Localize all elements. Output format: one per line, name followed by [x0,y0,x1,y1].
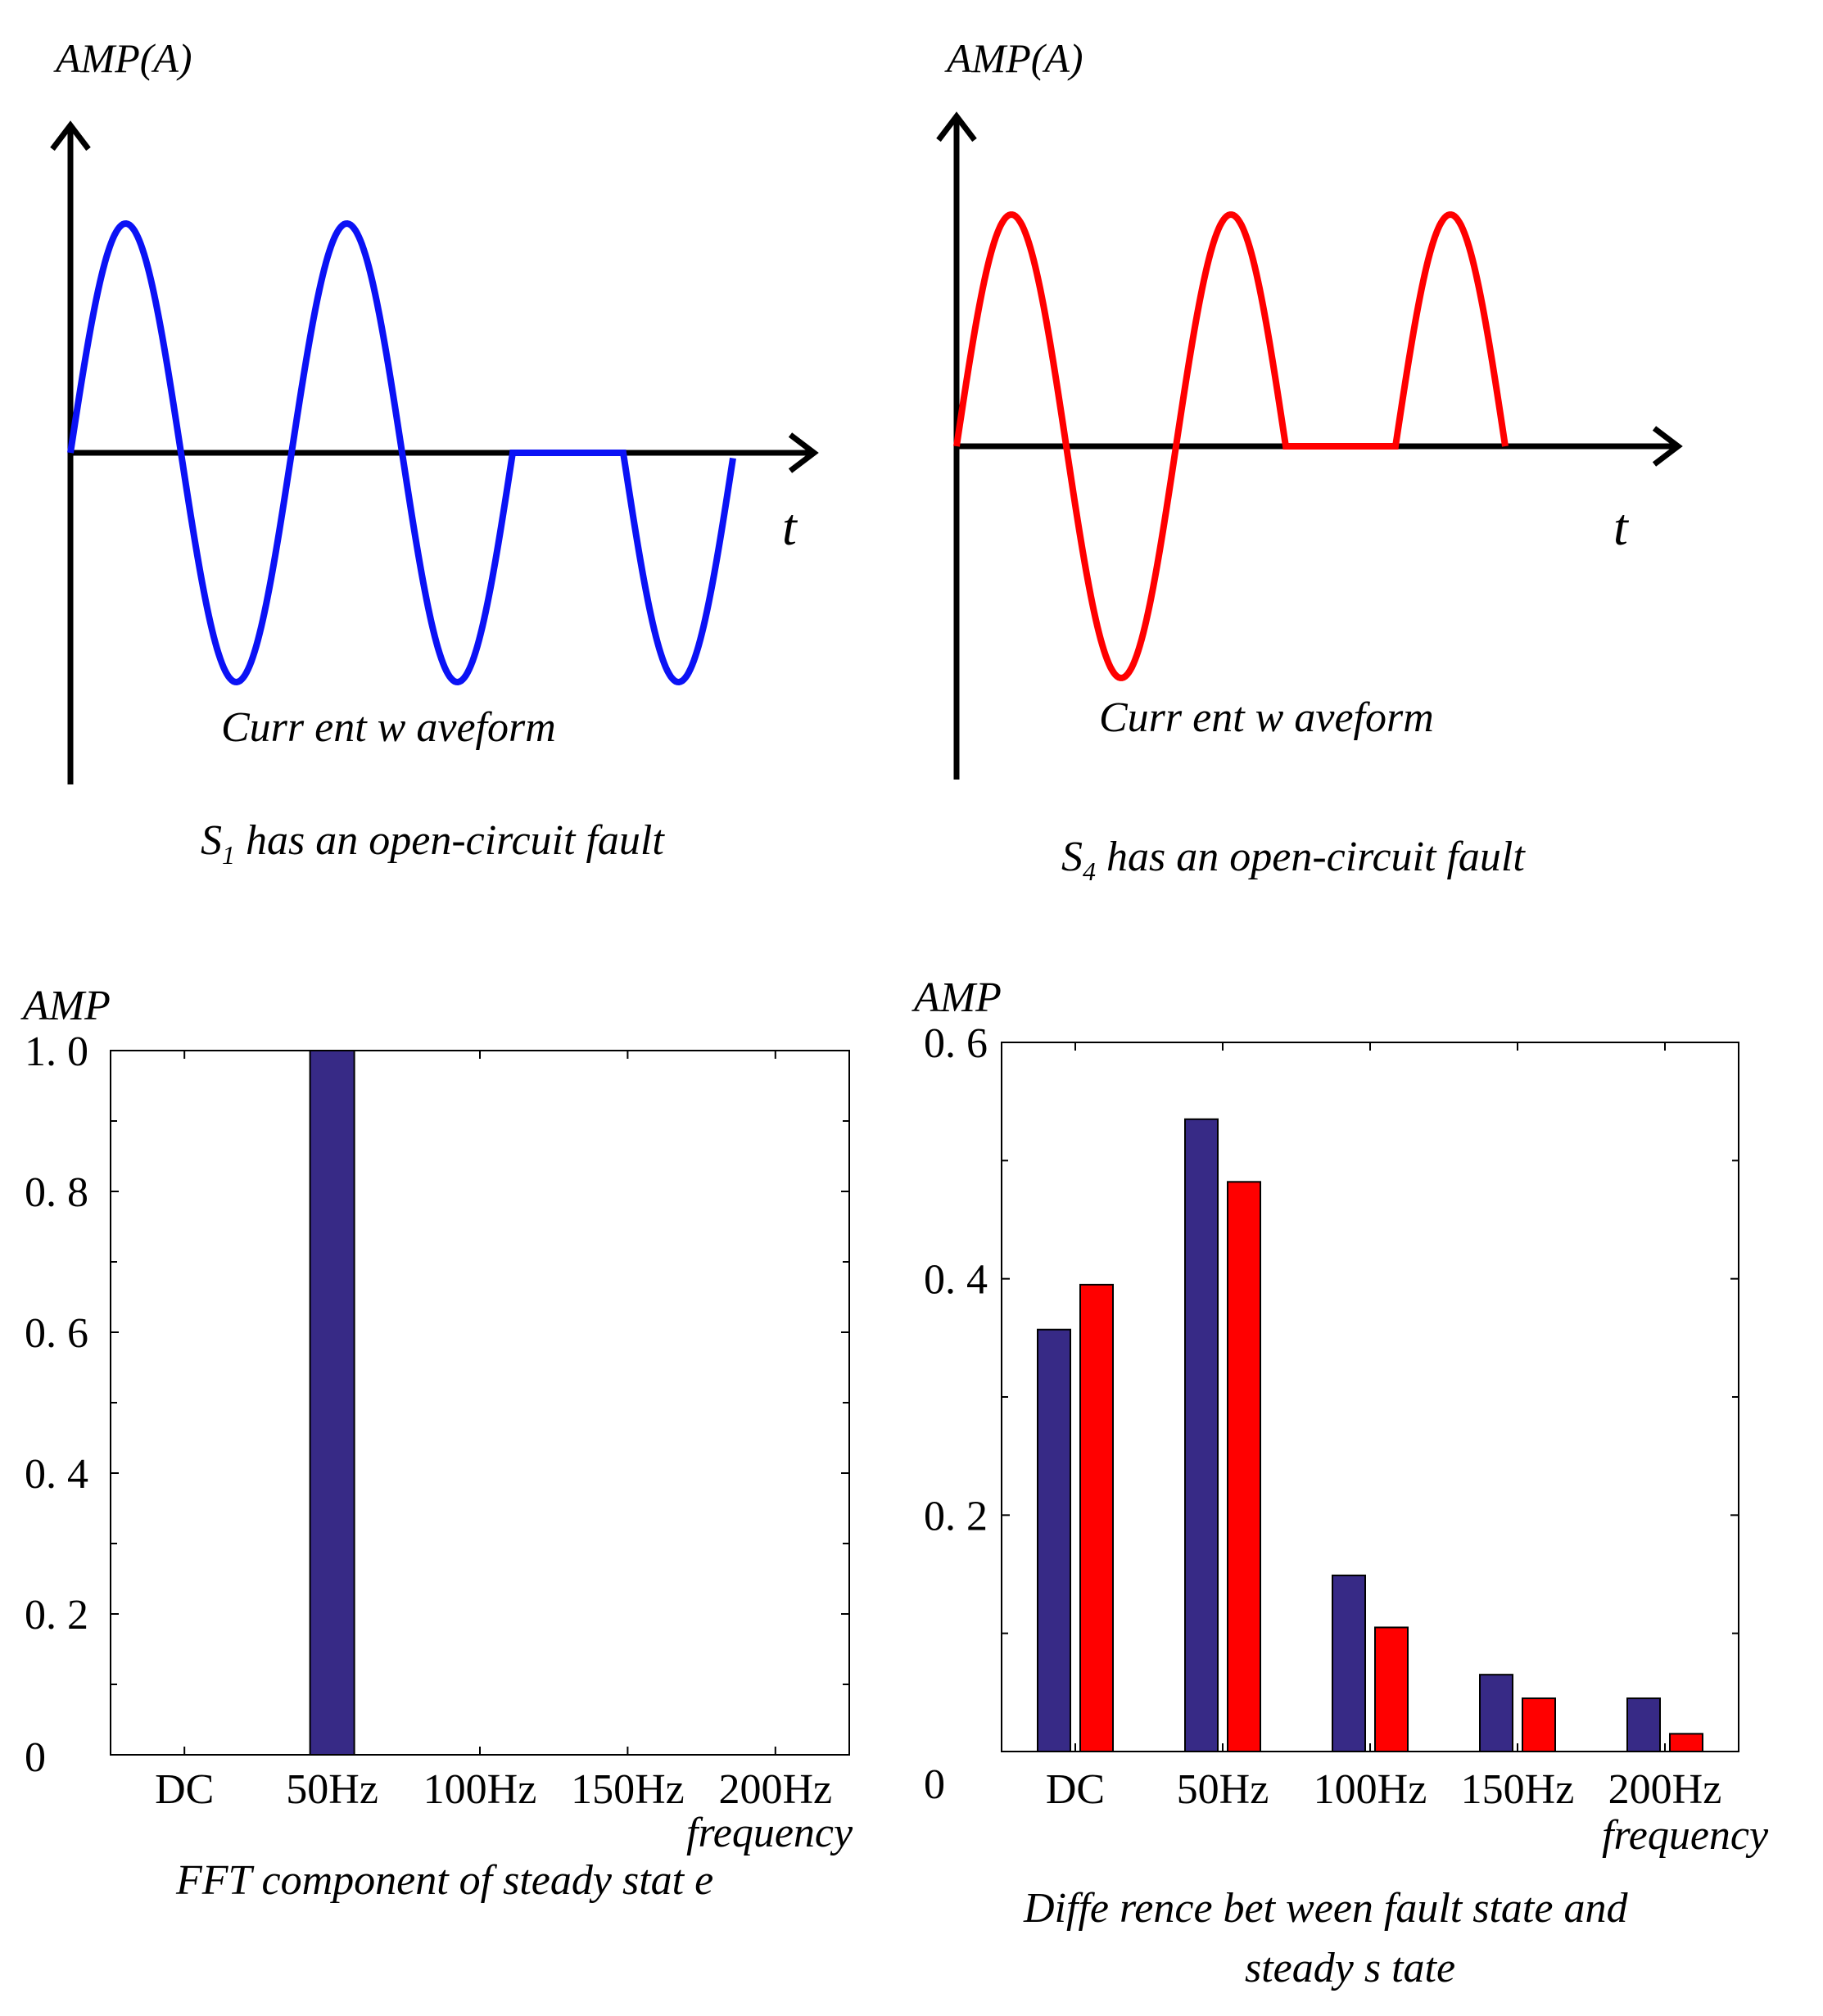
s4-caption: S4 has an open-circuit fault [1061,834,1526,886]
y-tick-label: 0. 2 [924,1493,988,1539]
y-tick-label: 0. 4 [924,1257,988,1304]
y-tick-label: 0 [25,1734,46,1781]
x-tick-label: 200Hz [1608,1766,1722,1813]
y-tick-label: 0. 6 [924,1020,988,1067]
x-tick-label: DC [155,1766,214,1813]
bar [1037,1328,1071,1752]
x-tick-label: 150Hz [571,1766,685,1813]
s1-caption-sub: 1 [222,840,235,870]
fft-caption: FFT component of steady stat e [175,1857,713,1904]
y-tick-label: 0 [924,1761,945,1808]
diff-amp-label: AMP [912,974,1002,1021]
s1-caption-prefix: S [201,817,222,864]
panel-fft: AMP 0 0. 2 0. 4 0. 6 0. 8 1. 0 DC 50Hz 100Hz 150H… [20,983,853,1904]
panel-s4: AMP(A) t Curr ent w aveform S4 has an op… [936,35,1683,886]
x-tick-label: 100Hz [1314,1766,1427,1813]
bar [1522,1697,1556,1753]
y-tick-label: 1. 0 [25,1028,88,1075]
bar [1079,1283,1114,1752]
y-tick-label: 0. 6 [25,1310,88,1357]
s1-amp-label: AMP(A) [53,35,192,81]
diff-freq-label: frequency [1602,1812,1769,1859]
bar [1626,1697,1661,1753]
diff-caption-line1: Diffe rence bet ween fault state and [1023,1885,1628,1932]
s1-y-arrow [50,120,91,151]
x-tick-label: 50Hz [1177,1766,1269,1813]
s4-x-arrow [1652,426,1683,467]
s4-wave-label: Curr ent w aveform [1099,694,1434,741]
bar [1332,1574,1366,1753]
s4-t-label: t [1613,498,1630,556]
bar [1184,1118,1219,1752]
fft-freq-label: frequency [686,1810,853,1856]
bar [1227,1181,1261,1752]
s4-current-wave [953,211,1509,681]
y-tick-label: 0. 2 [25,1592,88,1639]
s4-y-arrow [936,111,977,142]
plot-frame [110,1050,850,1756]
s1-current-wave [67,219,736,686]
x-tick-label: 100Hz [423,1766,537,1813]
bar [1669,1733,1703,1753]
bar [1374,1626,1409,1752]
diff-plot: 0 0. 2 0. 4 0. 6 DC 50Hz 100Hz 150Hz 200Hz [924,1020,1739,1813]
s4-caption-rest: has an open-circuit fault [1096,834,1526,880]
panel-diff: AMP 0 0. 2 0. 4 0. 6 DC 50Hz 100Hz 150Hz 200Hz f… [912,974,1769,1991]
s1-caption: S1 has an open-circuit fault [201,817,665,870]
s1-x-arrow [788,432,819,473]
panel-s1: AMP(A) t Curr ent w aveform S1 has an op… [50,35,819,870]
s1-caption-rest: has an open-circuit fault [235,817,665,864]
s4-caption-sub: 4 [1083,857,1096,886]
s1-t-label: t [782,498,798,556]
x-tick-label: 200Hz [718,1766,832,1813]
bar [309,1050,355,1756]
x-tick-label: 50Hz [286,1766,378,1813]
x-tick-label: 150Hz [1461,1766,1575,1813]
y-tick-label: 0. 4 [25,1451,88,1498]
s4-amp-label: AMP(A) [944,35,1083,81]
y-tick-label: 0. 8 [25,1169,88,1216]
fft-amp-label: AMP [20,983,111,1029]
diff-caption-line2: steady s tate [1245,1945,1455,1991]
s1-wave-label: Curr ent w aveform [221,704,556,751]
fft-plot: 0 0. 2 0. 4 0. 6 0. 8 1. 0 DC 50Hz 100Hz 150Hz 200… [25,1028,850,1813]
bar [1479,1674,1513,1753]
x-tick-label: DC [1046,1766,1105,1813]
s4-caption-prefix: S [1061,834,1083,880]
